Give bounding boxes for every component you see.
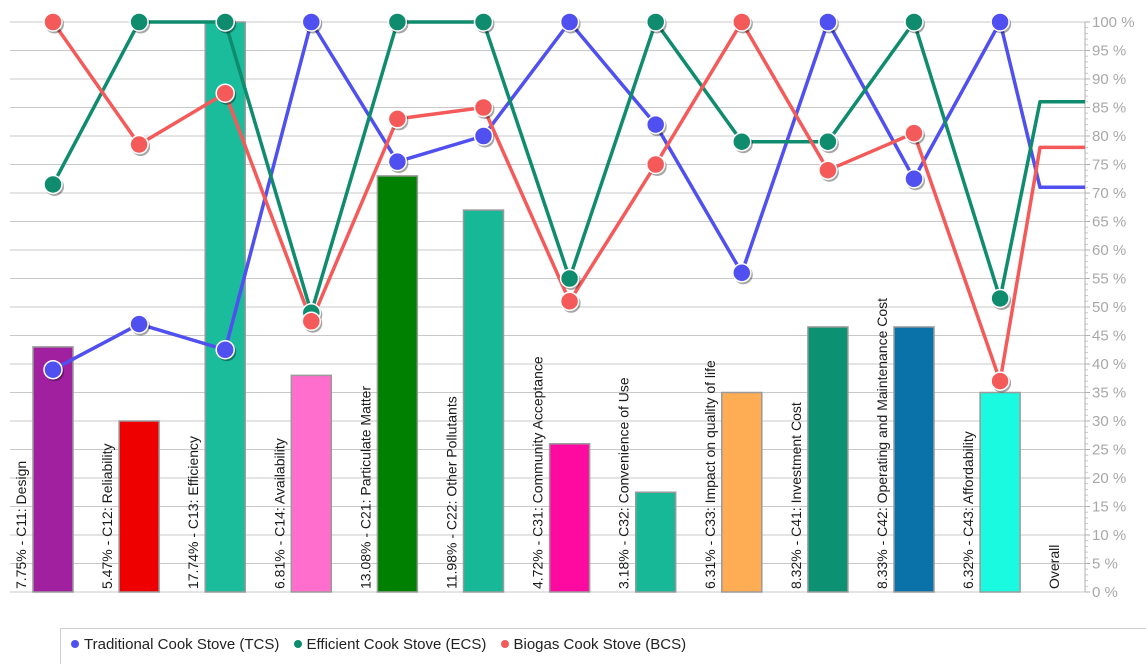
y-tick-label: 10 % <box>1092 527 1126 544</box>
data-point <box>818 131 838 152</box>
data-point <box>990 371 1010 391</box>
data-point <box>129 134 149 155</box>
data-point <box>559 291 580 312</box>
data-point <box>473 97 494 118</box>
category-label: 6.81% - C14: Availability <box>271 438 287 589</box>
category-label: 17.74% - C13: Efficiency <box>185 436 201 589</box>
data-point <box>301 311 322 331</box>
data-point <box>559 268 580 289</box>
bar <box>548 443 591 593</box>
y-tick-label: 100 % <box>1092 14 1135 31</box>
y-tick-label: 95 % <box>1092 43 1126 60</box>
category-label: 7.75% - C11: Design <box>13 461 29 589</box>
data-point <box>904 12 924 32</box>
y-tick-label: 75 % <box>1092 157 1126 174</box>
y-tick-label: 45 % <box>1092 328 1126 345</box>
data-point <box>645 12 666 32</box>
y-tick-label: 85 % <box>1092 100 1126 117</box>
y-tick-label: 60 % <box>1092 242 1126 259</box>
data-point <box>559 12 580 32</box>
legend-label: Efficient Cook Stove (ECS) <box>306 636 487 653</box>
category-label: 4.72% - C31: Community Acceptance <box>530 356 546 589</box>
data-point <box>818 160 838 180</box>
data-point <box>818 12 838 32</box>
bar <box>118 420 160 593</box>
category-label: 5.47% - C12: Reliability <box>99 443 115 589</box>
data-point <box>387 109 408 129</box>
bar <box>376 175 419 593</box>
y-tick-label: 0 % <box>1092 584 1118 601</box>
data-point <box>990 12 1010 32</box>
category-label: 11.98% - C22: Other Pollutants <box>444 396 460 589</box>
y-tick-label: 55 % <box>1092 271 1126 288</box>
series-line <box>52 20 1085 372</box>
data-point <box>645 114 666 135</box>
data-point <box>387 12 408 32</box>
y-tick-label: 40 % <box>1092 356 1126 373</box>
data-point <box>215 12 235 32</box>
series-lines <box>43 12 1085 393</box>
legend-label: Biogas Cook Stove (BCS) <box>513 636 687 653</box>
series-line <box>51 20 1085 315</box>
bar <box>634 491 677 593</box>
data-point <box>990 288 1010 309</box>
bar <box>807 326 849 593</box>
bar <box>893 326 935 593</box>
data-point <box>215 340 235 360</box>
data-point <box>904 169 924 189</box>
y-tick-label: 80 % <box>1092 128 1126 145</box>
bar <box>721 391 763 593</box>
category-labels: 7.75% - C11: Design 5.47% - C12: Reliabil… <box>13 298 1062 589</box>
y-tick-label: 70 % <box>1092 185 1126 202</box>
legend-item-bcs[interactable]: Biogas Cook Stove (BCS) <box>500 636 687 653</box>
data-point <box>904 123 924 143</box>
chart-area: 0 % 5 % 10 % 15 % 20 % 25 % 30 % 35 % 40 % 45 % 50… <box>10 12 1135 601</box>
bar <box>979 391 1021 593</box>
category-label: 3.18% - C32: Convenience of Use <box>616 377 632 589</box>
data-point <box>645 154 666 175</box>
data-point <box>129 314 149 334</box>
y-tick-label: 20 % <box>1092 470 1126 487</box>
data-point <box>43 174 63 195</box>
y-tick-label: 65 % <box>1092 214 1126 231</box>
bar <box>290 374 333 593</box>
bar <box>204 21 246 593</box>
y-tick-label: 35 % <box>1092 385 1126 402</box>
legend-label: Traditional Cook Stove (TCS) <box>84 636 280 653</box>
y-tick-label: 50 % <box>1092 299 1126 316</box>
y-tick-label: 15 % <box>1092 499 1126 516</box>
y-tick-label: 5 % <box>1092 556 1118 573</box>
bars <box>32 21 1021 593</box>
data-point <box>732 131 752 152</box>
legend-dot-icon <box>500 640 509 649</box>
category-label: 6.31% - C33: Impact on quality of life <box>702 360 718 589</box>
bar <box>32 346 74 593</box>
y-tick-label: 30 % <box>1092 413 1126 430</box>
data-point <box>473 126 494 146</box>
category-label: 6.32% - C43: Affordability <box>960 431 976 589</box>
series-line <box>51 20 1085 383</box>
category-label: 8.33% - C42: Operating and Maintenance C… <box>874 298 890 589</box>
legend-dot-icon <box>71 640 79 649</box>
category-label: Overall <box>1046 545 1062 589</box>
legend-item-ecs[interactable]: Efficient Cook Stove (ECS) <box>293 636 487 653</box>
data-point <box>473 12 494 32</box>
data-point <box>215 83 235 103</box>
legend: Traditional Cook Stove (TCS) Efficient C… <box>60 628 1146 664</box>
chart-svg: 0 % 5 % 10 % 15 % 20 % 25 % 30 % 35 % 40 % 45 % 50… <box>10 12 1135 601</box>
data-point <box>43 359 63 380</box>
data-point <box>387 151 408 172</box>
data-point <box>129 12 149 32</box>
data-point <box>43 12 63 32</box>
category-label: 8.32% - C41: Investment Cost <box>788 402 804 589</box>
legend-dot-icon <box>293 640 302 649</box>
data-point <box>732 263 752 283</box>
bar <box>462 209 505 593</box>
data-point <box>301 12 322 32</box>
legend-item-tcs[interactable]: Traditional Cook Stove (TCS) <box>71 636 279 653</box>
y-tick-label: 90 % <box>1092 71 1126 88</box>
category-label: 13.08% - C21: Particulate Matter <box>357 386 373 589</box>
y-tick-label: 25 % <box>1092 442 1126 459</box>
data-point <box>732 12 752 32</box>
